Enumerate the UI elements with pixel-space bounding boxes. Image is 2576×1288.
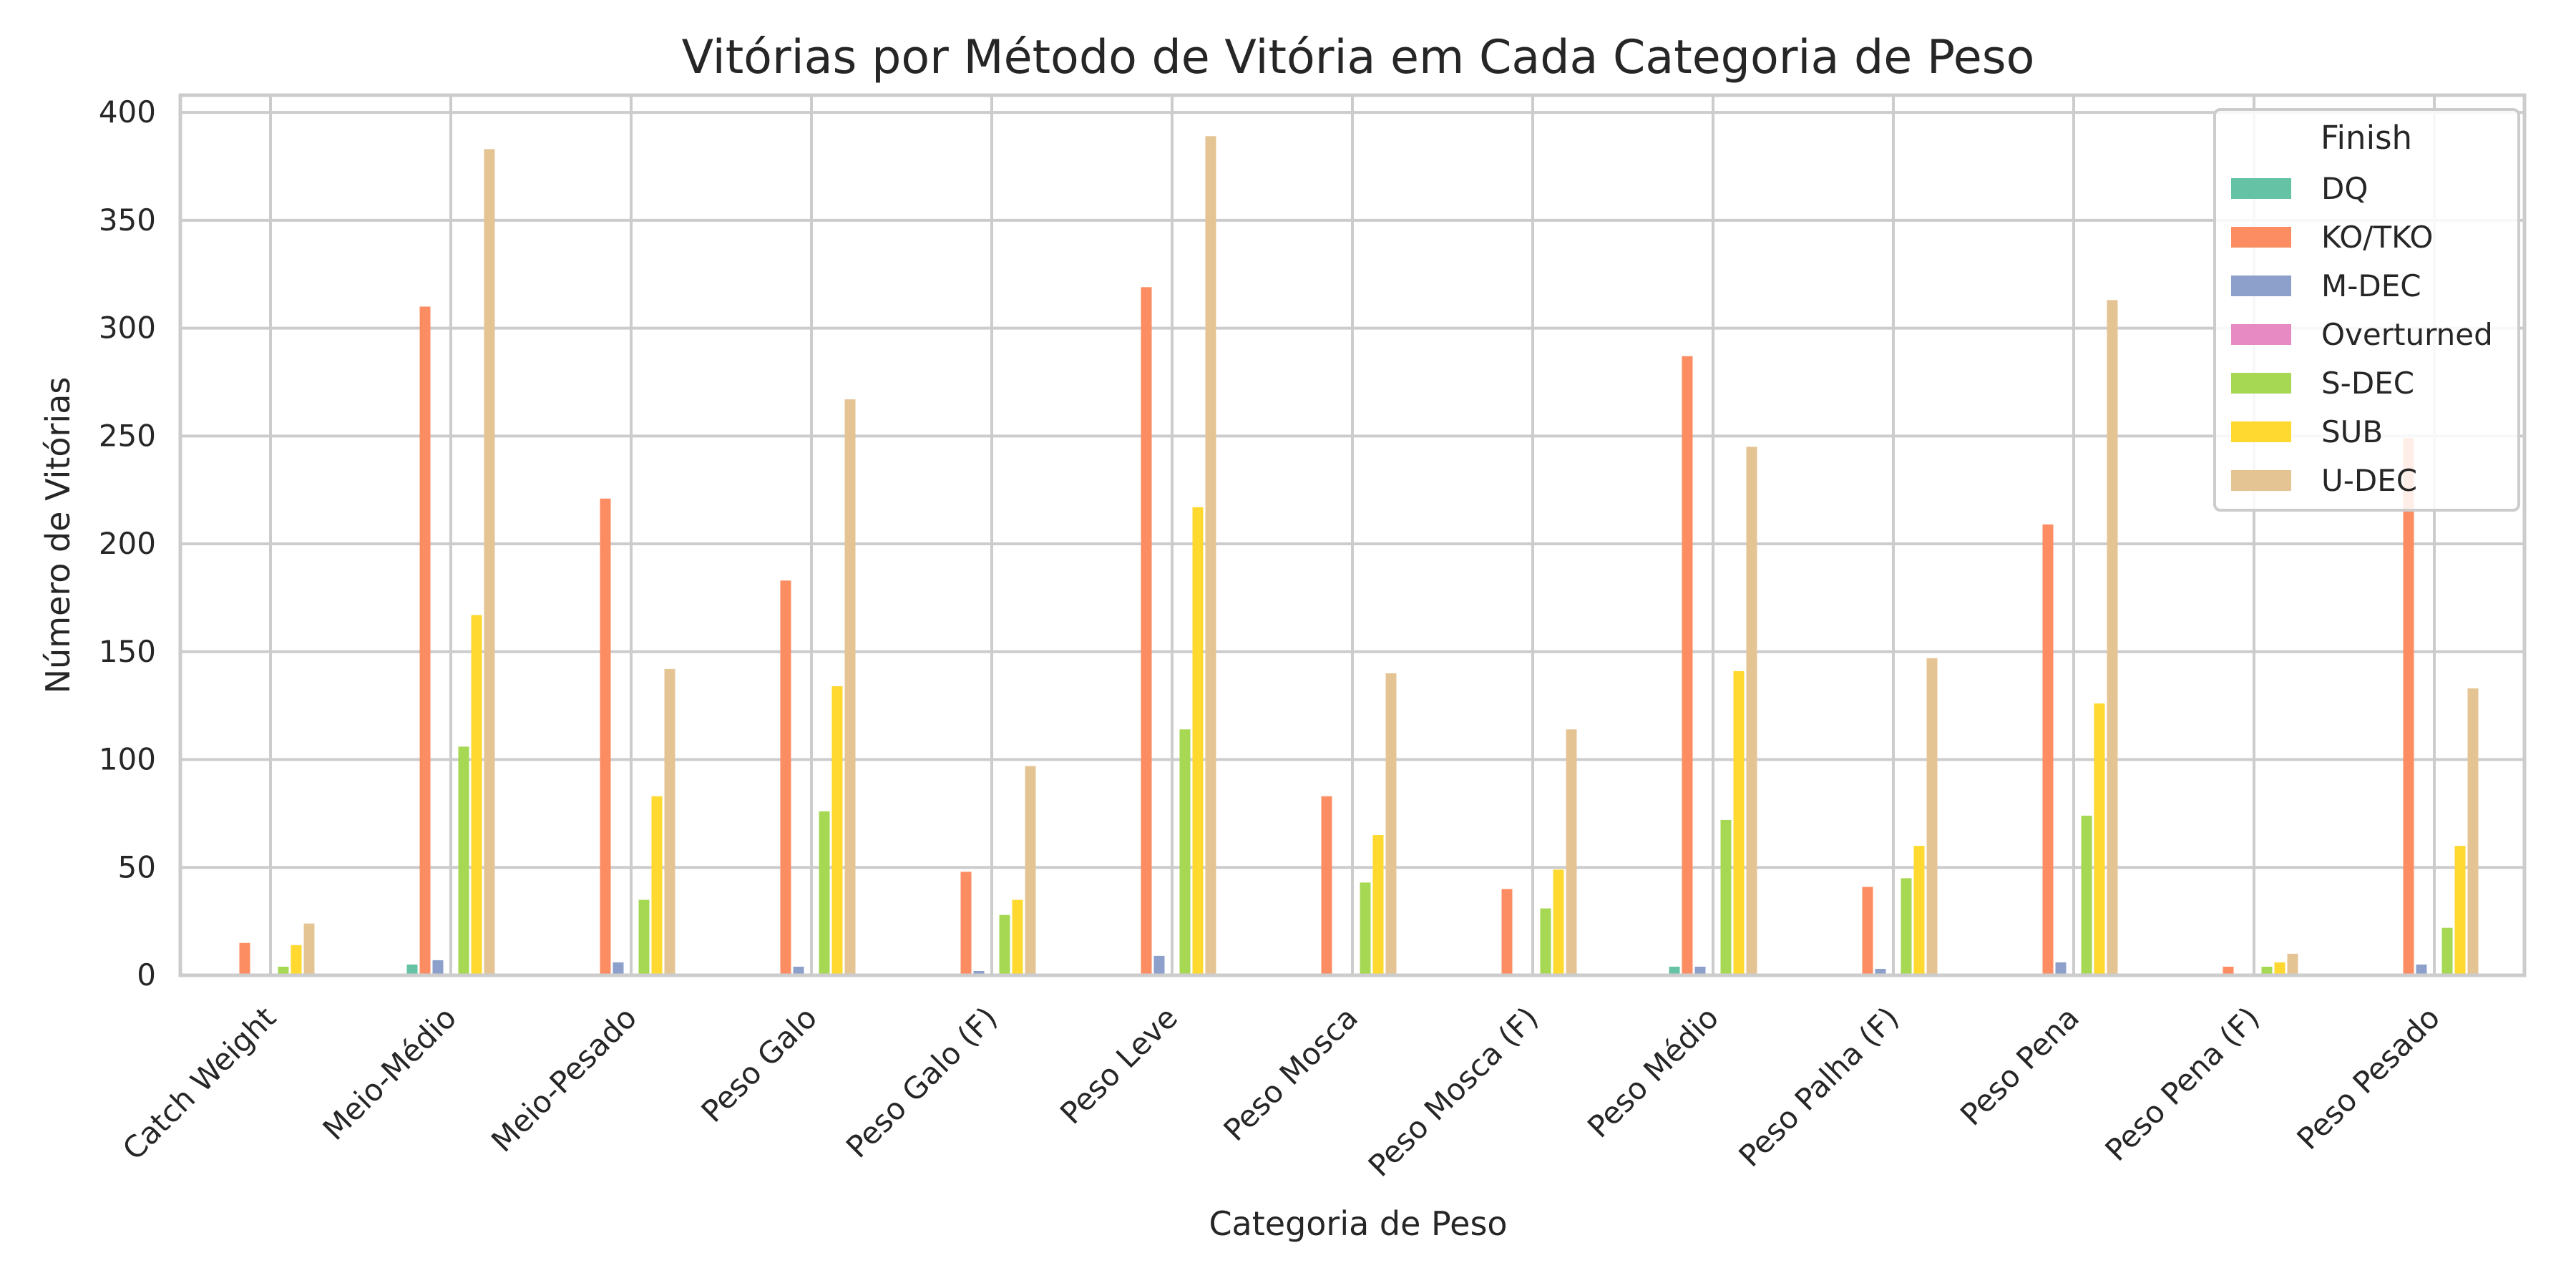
bar-ko-tko <box>2403 438 2414 975</box>
bar-u-dec <box>2467 688 2479 975</box>
bar-m-dec <box>973 970 985 975</box>
y-tick-label: 400 <box>99 94 156 130</box>
y-tick-label: 150 <box>99 634 156 669</box>
bar-sub <box>291 945 302 975</box>
legend-swatch <box>2231 421 2291 442</box>
legend-label: KO/TKO <box>2321 220 2433 255</box>
bar-ko-tko <box>1141 287 1152 975</box>
bar-u-dec <box>1025 766 1036 975</box>
bar-ko-tko <box>1682 356 1693 975</box>
legend-label: S-DEC <box>2321 366 2414 401</box>
bar-u-dec <box>664 668 675 975</box>
legend-swatch <box>2231 373 2291 394</box>
bar-m-dec <box>2416 964 2427 975</box>
bar-m-dec <box>1153 955 1165 975</box>
bar-sub <box>1733 670 1745 975</box>
bar-s-dec <box>2441 927 2453 975</box>
x-axis-label: Categoria de Peso <box>1209 1204 1507 1243</box>
y-tick-label: 100 <box>99 742 156 777</box>
bar-ko-tko <box>2223 966 2234 975</box>
bar-s-dec <box>2261 966 2273 975</box>
bar-sub <box>1372 835 1384 975</box>
bar-u-dec <box>1205 136 1216 975</box>
legend-title: Finish <box>2321 119 2412 157</box>
gridlines <box>180 95 2524 977</box>
y-axis: 0 50 100 150 200 250 300 350 400 <box>99 94 156 992</box>
bar-ko-tko <box>780 580 791 975</box>
bar-ko-tko <box>239 942 250 975</box>
y-tick-label: 200 <box>99 526 156 561</box>
y-tick-label: 0 <box>137 957 156 992</box>
plot-area <box>178 93 2527 977</box>
bar-s-dec <box>1901 878 1912 975</box>
bar-s-dec <box>1720 819 1732 975</box>
bar-s-dec <box>458 746 469 975</box>
bar-u-dec <box>1385 673 1397 975</box>
bar-sub <box>831 686 843 975</box>
y-tick-label: 250 <box>99 418 156 453</box>
bar-u-dec <box>1926 658 1938 975</box>
legend-swatch <box>2231 324 2291 345</box>
bar-ko-tko <box>419 306 431 975</box>
bar-m-dec <box>432 960 444 975</box>
bar-sub <box>2094 703 2105 975</box>
bar-s-dec <box>2081 815 2092 975</box>
bar-s-dec <box>638 899 650 975</box>
legend-swatch <box>2231 227 2291 248</box>
legend-swatch <box>2231 470 2291 491</box>
bar-u-dec <box>2287 953 2298 975</box>
bar-ko-tko <box>600 498 611 975</box>
bar-dq <box>1669 966 1680 975</box>
bar-s-dec <box>1540 908 1551 975</box>
bar-ko-tko <box>2042 524 2054 975</box>
bar-ko-tko <box>1321 796 1332 975</box>
legend-label: U-DEC <box>2321 463 2417 498</box>
bar-dq <box>406 964 418 975</box>
bar-m-dec <box>1875 968 1886 975</box>
bar-u-dec <box>303 923 315 975</box>
y-axis-label: Número de Vitórias <box>39 377 77 694</box>
legend-label: M-DEC <box>2321 268 2421 303</box>
y-tick-label: 350 <box>99 203 156 238</box>
bars <box>239 136 2479 975</box>
y-tick-label: 50 <box>118 849 156 884</box>
legend-label: SUB <box>2321 414 2383 449</box>
bar-sub <box>1192 507 1204 975</box>
bar-u-dec <box>484 149 495 975</box>
bar-s-dec <box>999 914 1010 975</box>
bar-m-dec <box>613 962 624 975</box>
bar-s-dec <box>819 811 830 975</box>
bar-sub <box>471 615 482 975</box>
bar-ko-tko <box>1862 887 1873 975</box>
chart-title: Vitórias por Método de Vitória em Cada C… <box>682 31 2035 84</box>
bar-sub <box>1012 899 1023 975</box>
bar-ko-tko <box>1501 889 1513 975</box>
bar-sub <box>2454 846 2466 975</box>
bar-u-dec <box>1746 447 1757 975</box>
legend: Finish DQ KO/TKO M-DEC Overturned S-DEC SUB U-… <box>2213 108 2520 512</box>
bar-s-dec <box>1179 729 1191 975</box>
legend-box <box>2213 108 2520 512</box>
bar-u-dec <box>1566 729 1577 975</box>
legend-items: DQ KO/TKO M-DEC Overturned S-DEC SUB U-DEC <box>2231 171 2493 498</box>
bar-u-dec <box>2107 300 2118 975</box>
bar-sub <box>2274 962 2285 975</box>
y-tick-label: 300 <box>99 311 156 346</box>
legend-label: Overturned <box>2321 317 2493 352</box>
bar-ko-tko <box>960 872 972 975</box>
bar-m-dec <box>1694 966 1706 975</box>
bar-s-dec <box>278 966 289 975</box>
bar-sub <box>1553 869 1564 975</box>
bar-u-dec <box>844 399 856 975</box>
bar-s-dec <box>1360 882 1371 975</box>
bar-sub <box>1913 846 1925 975</box>
legend-swatch <box>2231 275 2291 296</box>
bar-m-dec <box>793 966 804 975</box>
legend-swatch <box>2231 178 2291 199</box>
bar-m-dec <box>2055 962 2067 975</box>
legend-label: DQ <box>2321 171 2368 206</box>
bar-sub <box>651 796 663 975</box>
